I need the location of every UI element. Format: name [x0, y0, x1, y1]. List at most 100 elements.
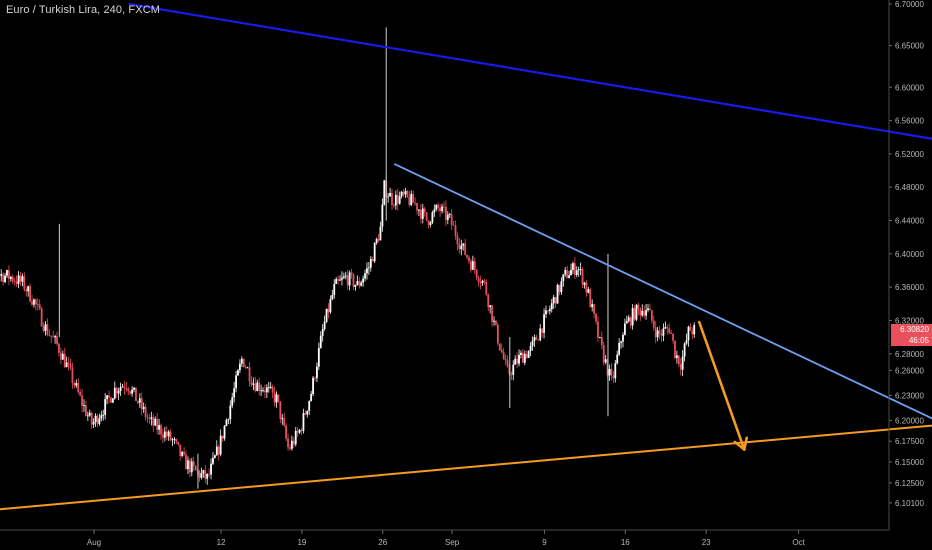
candle-body	[633, 308, 636, 320]
candle-body	[533, 337, 536, 341]
candle-body	[36, 304, 39, 306]
candle-body	[304, 413, 307, 415]
candle-body	[679, 364, 682, 370]
price-axis[interactable]: 6.70000 6.65000 6.60000 6.56000 6.52000 6.480…	[888, 0, 924, 530]
forecast-arrow-layer[interactable]	[697, 320, 749, 451]
candle-body	[285, 425, 288, 439]
candle-body	[523, 353, 526, 363]
candle-body	[331, 294, 334, 300]
candle-body	[470, 261, 472, 270]
forecast-arrow-head[interactable]	[733, 440, 746, 451]
candle-body	[587, 289, 590, 293]
candle-body	[389, 193, 391, 197]
candle-body	[190, 461, 193, 473]
candle-body	[414, 202, 416, 204]
candle-body	[0, 274, 3, 276]
candle-body	[360, 282, 363, 286]
candle-body	[433, 209, 436, 213]
candle-body	[181, 451, 184, 456]
candle-body	[429, 222, 432, 226]
time-tick-label: Oct	[792, 538, 805, 547]
candle-body	[537, 339, 540, 341]
candle-body	[693, 324, 696, 335]
trendlines-layer[interactable]	[0, 2, 932, 515]
forecast-arrow-shaft[interactable]	[697, 320, 746, 451]
candle-body	[25, 289, 28, 292]
candle-body	[681, 356, 684, 370]
candle-body	[17, 275, 20, 284]
candle-body	[437, 205, 440, 208]
candle-body	[658, 330, 661, 334]
candle-body	[160, 425, 162, 435]
rising-trendline[interactable]	[0, 405, 932, 515]
candle-body	[408, 196, 411, 206]
candle-body	[419, 209, 422, 219]
candle-body	[518, 354, 520, 364]
candle-body	[227, 419, 230, 421]
price-tick-label: 6.17500	[895, 437, 924, 446]
candle-body	[44, 324, 47, 331]
candle-body	[163, 431, 166, 438]
candle-body	[441, 206, 443, 212]
candle-body	[527, 350, 530, 358]
forecast-arrow-head[interactable]	[742, 436, 749, 451]
candle-body	[637, 304, 640, 309]
candle-body	[468, 257, 470, 262]
candle-body	[61, 353, 64, 360]
candle-body	[548, 309, 551, 312]
candle-body	[683, 343, 686, 357]
candle-body	[102, 414, 105, 416]
candle-body	[58, 343, 60, 353]
candle-body	[117, 390, 120, 394]
candle-body	[88, 412, 91, 416]
candle-body	[335, 279, 338, 284]
candle-body	[660, 333, 663, 336]
price-tick-label: 6.32000	[895, 316, 924, 325]
candle-body	[23, 276, 26, 290]
candle-body	[493, 320, 495, 322]
candle-body	[19, 275, 22, 282]
candle-body	[562, 274, 565, 282]
time-axis[interactable]: Aug121926Sep91623Oct1421Nov	[0, 529, 932, 547]
candle-body	[292, 440, 295, 445]
candle-body	[446, 214, 449, 220]
candle-body	[350, 272, 353, 275]
candle-body	[341, 277, 343, 280]
candle-body	[489, 305, 492, 308]
candle-body	[310, 393, 313, 401]
candle-body	[495, 320, 497, 325]
candle-body	[552, 297, 555, 304]
upper-trendline[interactable]	[128, 2, 932, 176]
price-tick-label: 6.40000	[895, 250, 924, 259]
candle-body	[520, 352, 522, 355]
candle-body	[595, 313, 597, 322]
candle-body	[296, 430, 299, 433]
candle-body	[643, 310, 646, 316]
candle-body	[269, 386, 272, 388]
candle-body	[516, 358, 519, 364]
candle-body	[579, 269, 582, 270]
candle-body	[560, 281, 563, 293]
candle-body	[31, 301, 33, 305]
candle-body	[564, 269, 567, 275]
candle-body	[435, 205, 438, 210]
candle-body	[33, 299, 35, 305]
falling-trendline[interactable]	[393, 163, 932, 514]
candle-body	[325, 308, 328, 323]
candle-body	[333, 283, 336, 295]
candle-body	[156, 418, 159, 430]
candle-body	[319, 335, 322, 348]
candle-body	[308, 400, 311, 411]
candle-body	[625, 321, 628, 324]
candle-body	[110, 397, 112, 403]
candle-body	[104, 399, 107, 415]
candle-body	[685, 340, 688, 344]
candle-body	[212, 457, 214, 464]
candle-body	[577, 269, 580, 271]
candle-body	[314, 377, 316, 379]
candle-body	[323, 322, 326, 330]
candle-body	[146, 417, 149, 419]
price-tick-label: 6.44000	[895, 217, 924, 226]
candle-body	[421, 208, 424, 219]
